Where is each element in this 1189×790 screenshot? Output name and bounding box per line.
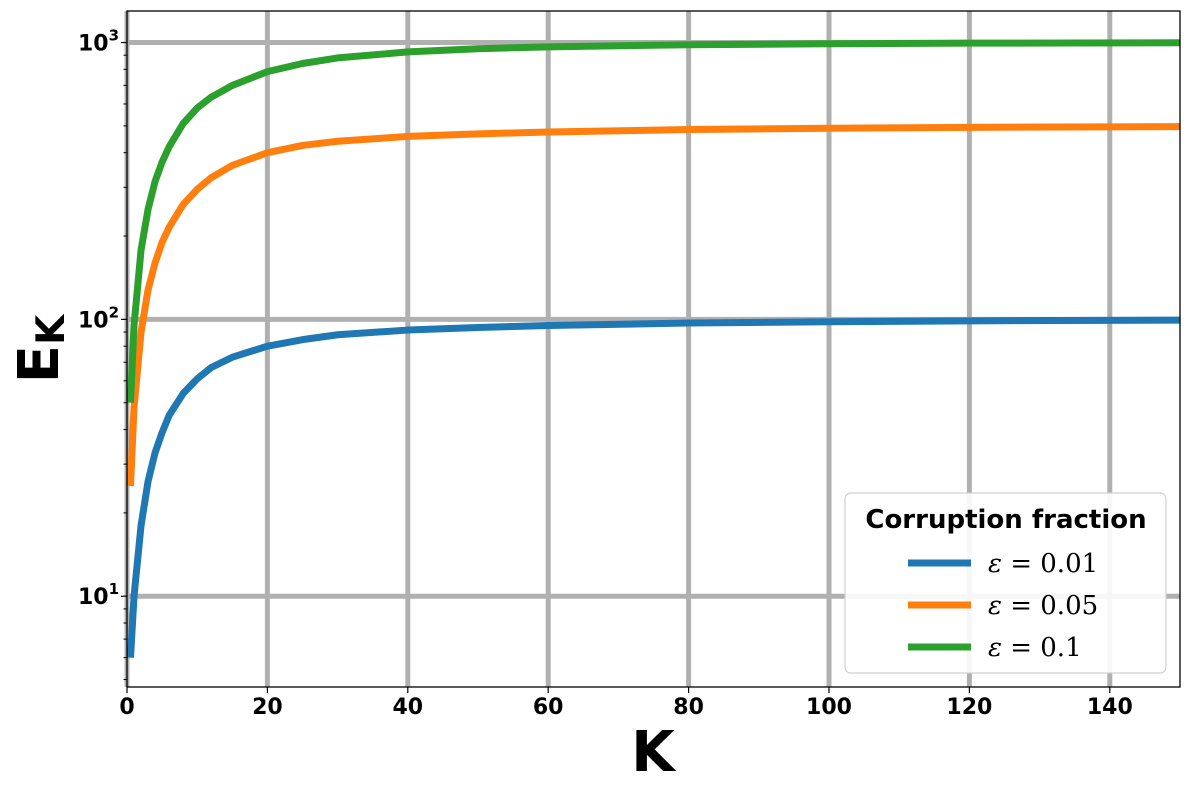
y-tick-label: 103 [78, 27, 119, 57]
plot-frame [126, 10, 1181, 688]
y-tick-label: 101 [78, 580, 119, 610]
x-tick-label: 80 [673, 695, 704, 720]
series-line-3 [127, 39, 1181, 403]
series-line-1 [127, 316, 1181, 658]
y-axis-ticks: 101 102 103 [78, 27, 127, 610]
legend-label-1: ε = 0.01 [988, 549, 1098, 579]
legend-title: Corruption fraction [865, 505, 1146, 535]
x-axis-ticks: 0 20 40 60 80 100 120 140 [119, 687, 1133, 720]
x-tick-label: 20 [252, 695, 283, 720]
legend-label-2: ε = 0.05 [988, 591, 1098, 621]
x-tick-label: 120 [946, 695, 992, 720]
y-axis-label-sub: K [29, 313, 74, 345]
series-line-2 [127, 123, 1181, 487]
series-layer [127, 39, 1181, 658]
legend-label-3: ε = 0.1 [988, 633, 1082, 663]
x-axis-label: K [631, 720, 677, 785]
x-tick-label: 0 [119, 695, 134, 720]
x-tick-label: 140 [1087, 695, 1133, 720]
y-tick-label: 102 [78, 303, 119, 333]
x-tick-label: 100 [806, 695, 852, 720]
y-axis-label: EK [7, 313, 74, 383]
legend-box [844, 492, 1167, 674]
legend: Corruption fraction ε = 0.01 ε = 0.05 ε = … [844, 492, 1167, 674]
x-tick-label: 60 [533, 695, 564, 720]
x-tick-label: 40 [392, 695, 423, 720]
y-axis-label-main: E [7, 345, 72, 383]
svg-text:EK: EK [7, 313, 74, 383]
